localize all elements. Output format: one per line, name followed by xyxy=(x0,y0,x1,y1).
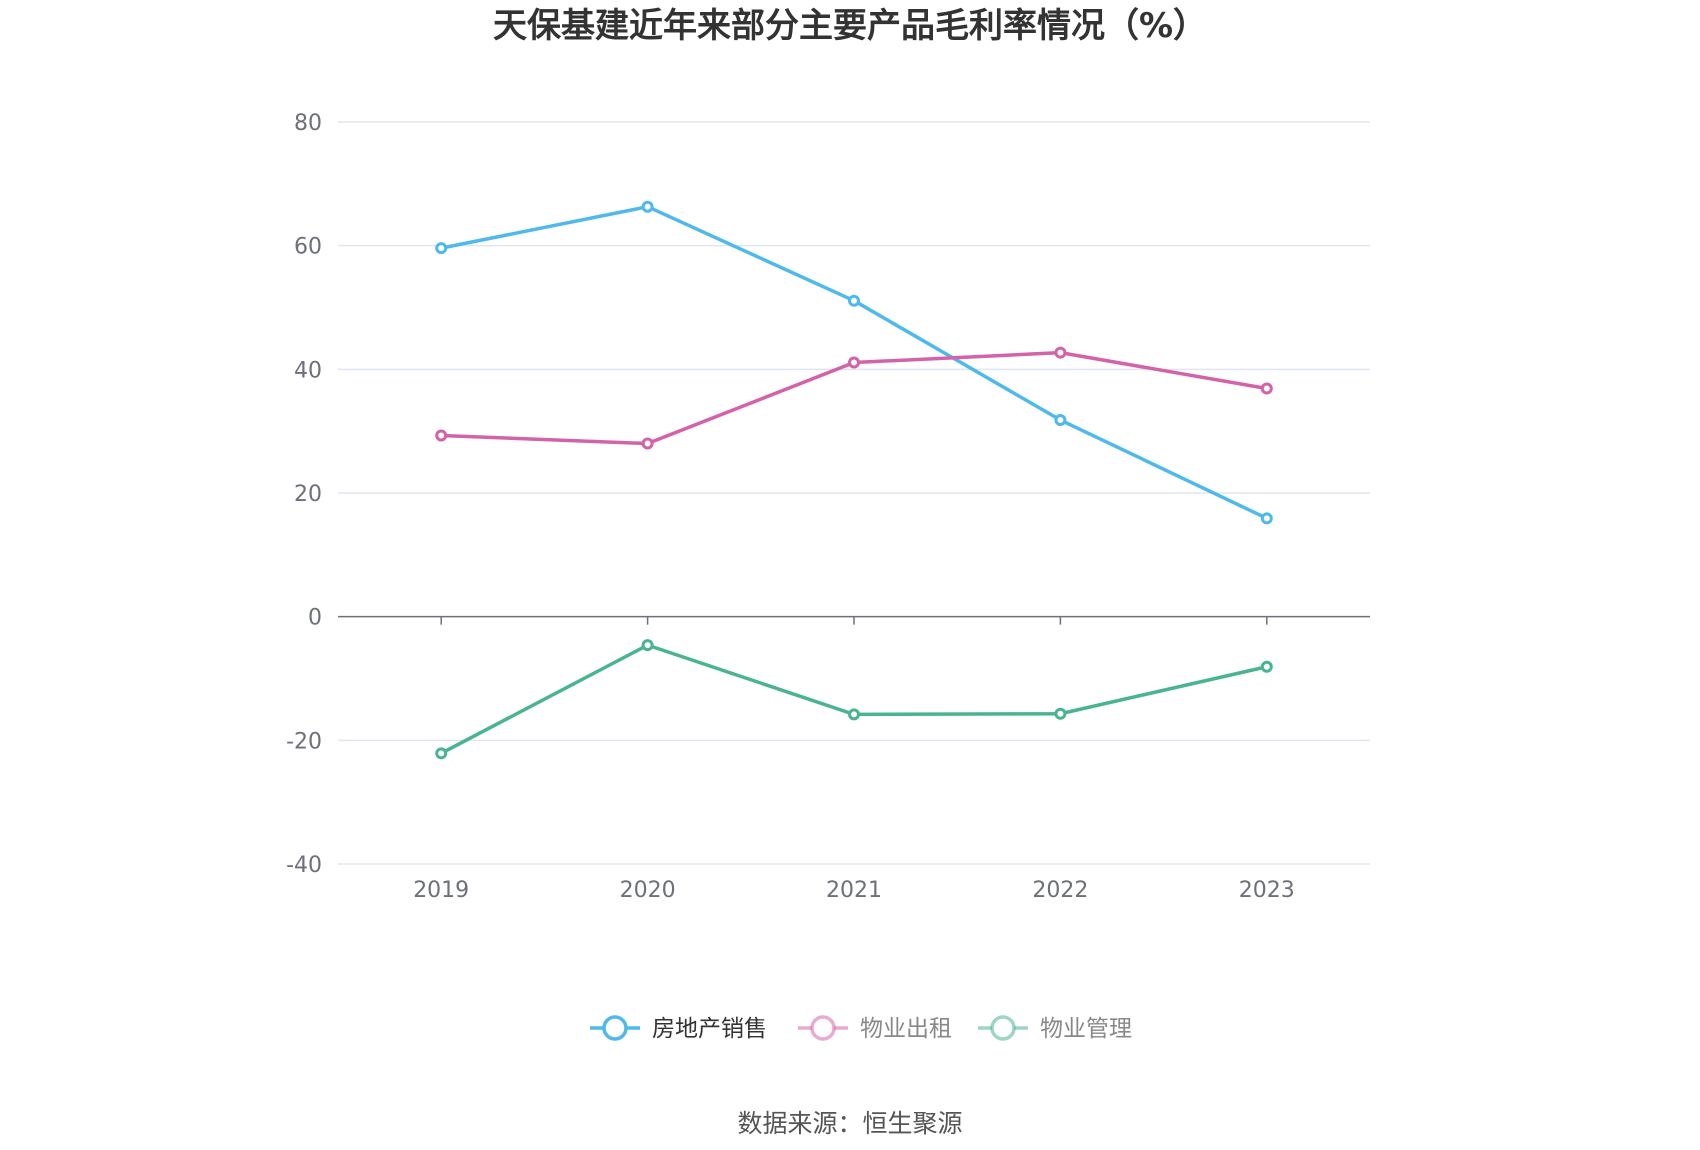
x-tick-label: 2021 xyxy=(826,878,882,903)
x-tick-label: 2020 xyxy=(620,878,676,903)
data-point[interactable] xyxy=(435,747,448,760)
series-1 xyxy=(435,200,1273,525)
data-point[interactable] xyxy=(1054,414,1067,427)
legend-circle-icon xyxy=(990,1015,1016,1041)
legend-label: 房地产销售 xyxy=(652,1016,767,1042)
data-source: 数据来源：恒生聚源 xyxy=(737,1109,962,1138)
legend[interactable]: 房地产销售 物业出租 物业管理 xyxy=(590,1015,1132,1042)
data-point[interactable] xyxy=(848,294,860,307)
data-point[interactable] xyxy=(1054,707,1067,720)
data-point[interactable] xyxy=(435,242,448,255)
y-tick-label: -40 xyxy=(286,853,322,878)
data-point[interactable] xyxy=(848,708,860,721)
series-group xyxy=(435,200,1273,760)
y-tick-label: 0 xyxy=(308,606,322,631)
y-tick-label: 20 xyxy=(294,482,322,507)
y-tick-label: -20 xyxy=(286,729,322,754)
x-tick-label: 2022 xyxy=(1032,878,1088,903)
data-point[interactable] xyxy=(848,356,860,369)
chart-title: 天保基建近年来部分主要产品毛利率情况（%） xyxy=(493,6,1207,46)
y-tick-label: 80 xyxy=(294,111,322,136)
series-line xyxy=(440,643,1268,755)
series-3 xyxy=(435,639,1273,760)
data-point[interactable] xyxy=(435,429,448,442)
data-point[interactable] xyxy=(641,639,654,652)
y-axis-ticks: 80 60 40 20 0 -20 -40 xyxy=(286,111,322,878)
y-tick-label: 60 xyxy=(294,235,322,260)
legend-label: 物业管理 xyxy=(1040,1016,1132,1042)
data-point[interactable] xyxy=(641,200,654,213)
legend-circle-icon xyxy=(602,1015,628,1041)
legend-circle-icon xyxy=(810,1015,836,1041)
legend-item[interactable]: 房地产销售 xyxy=(590,1015,767,1042)
legend-item[interactable]: 物业出租 xyxy=(798,1015,952,1042)
x-axis: 2019 2020 2021 2022 2023 xyxy=(338,615,1370,903)
data-point[interactable] xyxy=(641,437,654,450)
y-tick-label: 40 xyxy=(294,358,322,383)
series-2 xyxy=(435,346,1273,450)
data-point[interactable] xyxy=(1054,346,1067,359)
legend-item[interactable]: 物业管理 xyxy=(978,1015,1132,1042)
data-point[interactable] xyxy=(1260,512,1273,525)
data-point[interactable] xyxy=(1260,660,1273,673)
data-point[interactable] xyxy=(1260,382,1273,395)
legend-label: 物业出租 xyxy=(860,1016,952,1042)
x-tick-label: 2023 xyxy=(1239,878,1295,903)
grid-lines xyxy=(338,121,1370,865)
x-tick-label: 2019 xyxy=(413,878,469,903)
